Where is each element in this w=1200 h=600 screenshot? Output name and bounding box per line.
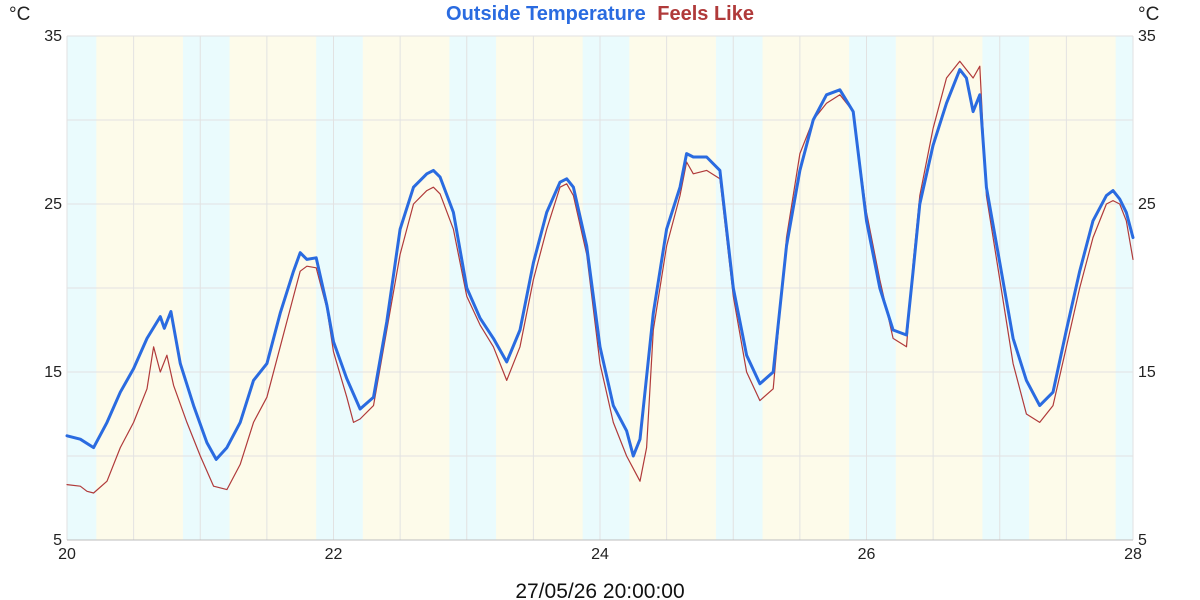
chart-title: Outside Temperature Feels Like: [446, 3, 754, 25]
grid-lines: [66, 35, 1134, 541]
y-unit-left: °C: [9, 4, 30, 25]
y-tick-label-right: 15: [1138, 364, 1156, 381]
x-tick-label: 20: [58, 546, 76, 563]
x-tick-label: 22: [325, 546, 343, 563]
footer-timestamp: 27/05/26 20:00:00: [515, 580, 684, 600]
series-line-feels-like: [66, 60, 1134, 494]
x-tick-label: 26: [858, 546, 876, 563]
y-tick-label-right: 5: [1138, 532, 1147, 549]
y-tick-label-left: 25: [44, 196, 62, 213]
axis-labels: 5 5 15 15 25 25 35 35 20 22 24 26 28: [44, 28, 1156, 563]
y-tick-label-left: 35: [44, 28, 62, 45]
y-tick-label-left: 5: [53, 532, 62, 549]
title-feels-like: Feels Like: [657, 3, 754, 25]
x-tick-label: 28: [1124, 546, 1142, 563]
title-outside-temperature: Outside Temperature: [446, 3, 646, 25]
y-tick-label-right: 35: [1138, 28, 1156, 45]
x-tick-label: 24: [591, 546, 609, 563]
y-tick-label-left: 15: [44, 364, 62, 381]
y-tick-label-right: 25: [1138, 196, 1156, 213]
series-lines: [65, 60, 1135, 494]
series-line-outside-temperature: [65, 68, 1135, 461]
y-unit-right: °C: [1138, 4, 1159, 25]
